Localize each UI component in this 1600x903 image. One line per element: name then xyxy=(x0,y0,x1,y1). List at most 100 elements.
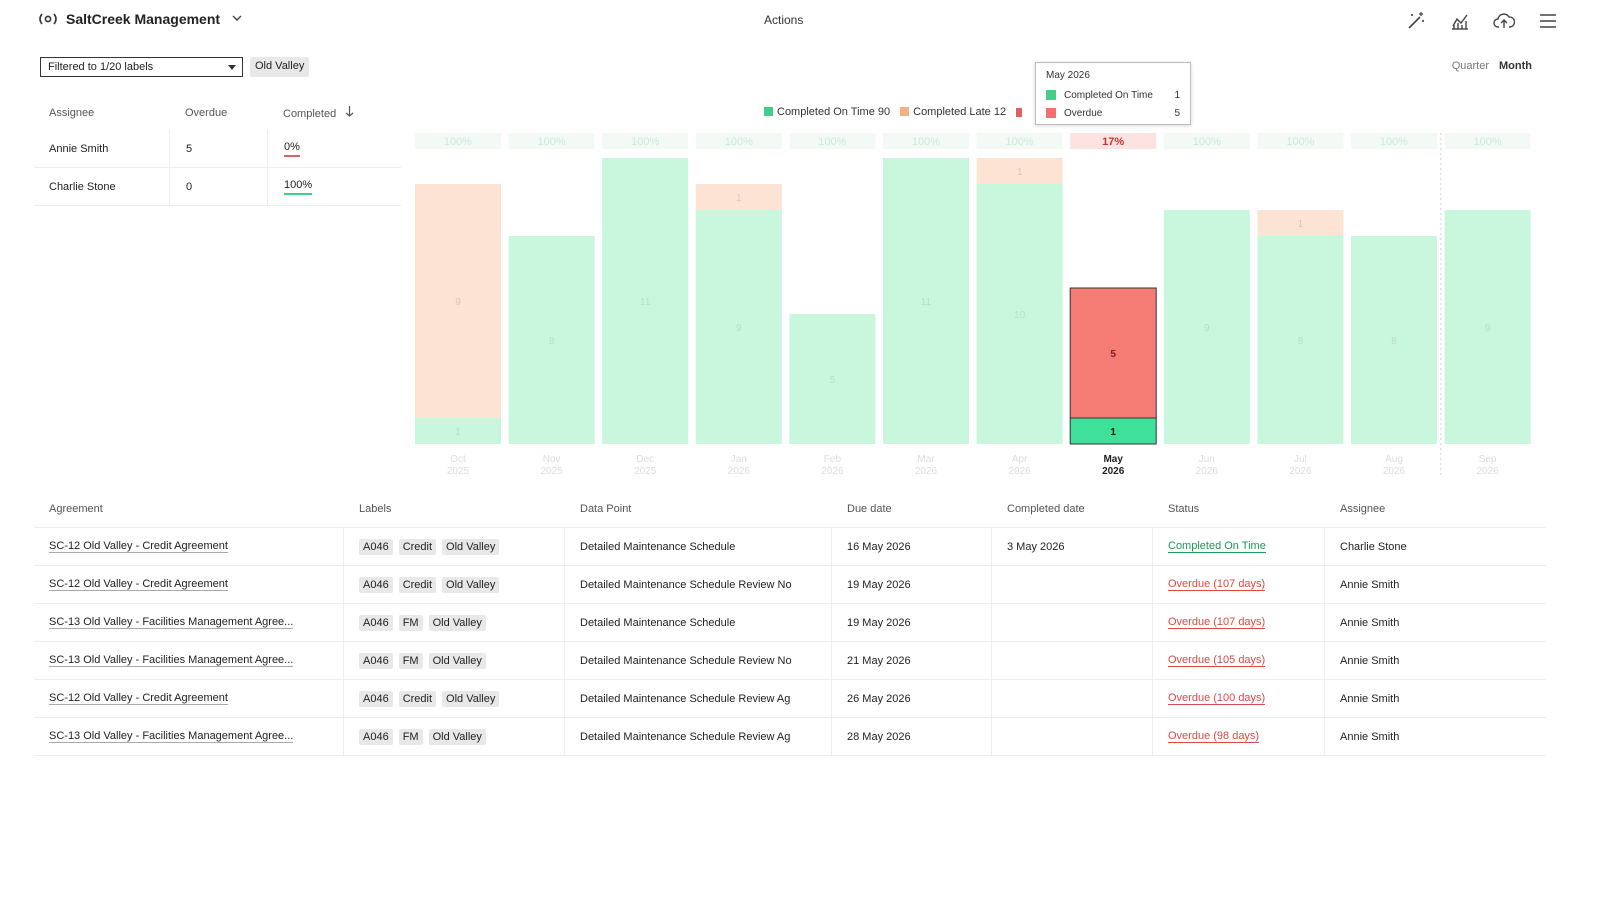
legend-swatch-overdue[interactable] xyxy=(1016,107,1023,117)
period-month-button[interactable]: Month xyxy=(1499,60,1532,72)
status-link[interactable]: Overdue (107 days) xyxy=(1168,578,1266,591)
cloud-upload-icon[interactable] xyxy=(1492,9,1516,33)
percent-label-bg[interactable] xyxy=(415,133,501,149)
bar-late[interactable] xyxy=(976,158,1063,184)
magic-wand-icon[interactable] xyxy=(1404,9,1428,33)
col-completed-header[interactable]: Completed xyxy=(267,106,401,120)
bar-on-time[interactable] xyxy=(415,418,501,444)
agreement-link[interactable]: SC-12 Old Valley - Credit Agreement xyxy=(49,540,228,553)
bar-late[interactable] xyxy=(695,184,782,210)
bar-on-time[interactable] xyxy=(695,210,782,444)
bar-on-time[interactable] xyxy=(1069,417,1157,445)
label-tag[interactable]: A046 xyxy=(359,728,393,745)
table-row[interactable]: SC-13 Old Valley - Facilities Management… xyxy=(34,718,1546,756)
chart-icon[interactable] xyxy=(1448,9,1472,33)
table-row[interactable]: SC-12 Old Valley - Credit Agreement A046 C… xyxy=(34,566,1546,604)
percent-label-bg[interactable] xyxy=(602,133,689,149)
legend-item-on-time[interactable]: Completed On Time 90 xyxy=(764,106,890,118)
percent-label-bg[interactable] xyxy=(976,133,1063,149)
percent-label-bg[interactable] xyxy=(1070,133,1157,149)
label-tag[interactable]: Old Valley xyxy=(442,538,500,555)
agreement-link[interactable]: SC-12 Old Valley - Credit Agreement xyxy=(49,578,228,591)
bar-on-time[interactable] xyxy=(1257,236,1344,444)
bar-on-time[interactable] xyxy=(602,158,689,444)
data-point-cell: Detailed Maintenance Schedule xyxy=(564,528,831,565)
label-tag[interactable]: FM xyxy=(398,728,423,745)
label-tag[interactable]: Credit xyxy=(398,538,437,555)
status-link[interactable]: Overdue (100 days) xyxy=(1168,692,1266,705)
agreement-link[interactable]: SC-13 Old Valley - Facilities Management… xyxy=(49,730,294,743)
status-link[interactable]: Overdue (98 days) xyxy=(1168,730,1260,743)
col-data-point-header[interactable]: Data Point xyxy=(564,490,831,527)
table-row[interactable]: Charlie Stone 0 100% xyxy=(34,168,401,206)
percent-label-bg[interactable] xyxy=(1444,133,1531,149)
percent-label-bg[interactable] xyxy=(883,133,969,149)
percent-label-bg[interactable] xyxy=(1163,133,1250,149)
table-row[interactable]: Annie Smith 5 0% xyxy=(34,130,401,168)
table-row[interactable]: SC-13 Old Valley - Facilities Management… xyxy=(34,604,1546,642)
bar-on-time[interactable] xyxy=(1163,210,1250,444)
bar-late[interactable] xyxy=(415,184,501,418)
bar-on-time[interactable] xyxy=(883,158,969,444)
actions-menu[interactable]: Actions xyxy=(764,13,804,27)
label-tag[interactable]: Old Valley xyxy=(428,614,486,631)
label-tag[interactable]: A046 xyxy=(359,614,393,631)
status-link[interactable]: Completed On Time xyxy=(1168,540,1266,553)
label-tag[interactable]: A046 xyxy=(359,690,393,707)
agreement-link[interactable]: SC-13 Old Valley - Facilities Management… xyxy=(49,654,294,667)
table-row[interactable]: SC-12 Old Valley - Credit Agreement A046 C… xyxy=(34,680,1546,718)
col-completed-date-header[interactable]: Completed date xyxy=(991,490,1152,527)
label-tag[interactable]: A046 xyxy=(359,652,393,669)
label-tag[interactable]: A046 xyxy=(359,576,393,593)
filter-chip-old-valley[interactable]: Old Valley xyxy=(250,57,310,77)
label-filter-select[interactable]: Filtered to 1/20 labels xyxy=(40,57,243,77)
percent-label-bg[interactable] xyxy=(508,133,595,149)
status-link[interactable]: Overdue (105 days) xyxy=(1168,654,1266,667)
label-tag[interactable]: FM xyxy=(398,652,423,669)
agreement-link[interactable]: SC-13 Old Valley - Facilities Management… xyxy=(49,616,294,629)
bar-on-time[interactable] xyxy=(789,314,876,444)
label-tag[interactable]: FM xyxy=(398,614,423,631)
bar-late[interactable] xyxy=(1257,210,1344,236)
label-tag[interactable]: Credit xyxy=(398,690,437,707)
col-assignee-header[interactable]: Assignee xyxy=(1324,490,1546,527)
workspace-switcher[interactable]: SaltCreek Management xyxy=(38,11,242,27)
table-row[interactable]: SC-12 Old Valley - Credit Agreement A046 C… xyxy=(34,528,1546,566)
bar-on-time[interactable] xyxy=(976,184,1063,444)
label-tag[interactable]: Credit xyxy=(398,576,437,593)
label-tag[interactable]: Old Valley xyxy=(428,652,486,669)
label-tag[interactable]: Old Valley xyxy=(442,576,500,593)
completed-percent: 0% xyxy=(284,141,300,157)
percent-label-bg[interactable] xyxy=(789,133,876,149)
legend-item-late[interactable]: Completed Late 12 xyxy=(900,106,1006,118)
bar-on-time[interactable] xyxy=(1444,210,1531,444)
sort-descending-icon[interactable] xyxy=(345,106,354,120)
menu-icon[interactable] xyxy=(1536,9,1560,33)
label-tag[interactable]: Old Valley xyxy=(442,690,500,707)
bar-value-label: 1 xyxy=(455,427,461,438)
bar-on-time[interactable] xyxy=(1351,236,1437,444)
bar-overdue[interactable] xyxy=(1069,287,1157,419)
period-quarter-button[interactable]: Quarter xyxy=(1451,60,1490,72)
tooltip-row-overdue: Overdue 5 xyxy=(1046,104,1180,122)
percent-label-bg[interactable] xyxy=(1257,133,1344,149)
col-agreement-header[interactable]: Agreement xyxy=(49,502,103,515)
agreement-cell: SC-12 Old Valley - Credit Agreement xyxy=(34,566,343,603)
label-tag[interactable]: A046 xyxy=(359,538,393,555)
col-assignee-header[interactable]: Assignee xyxy=(49,107,95,119)
col-due-date-header[interactable]: Due date xyxy=(831,490,991,527)
percent-label-bg[interactable] xyxy=(695,133,782,149)
col-labels-header[interactable]: Labels xyxy=(343,490,564,527)
x-tick-month: Apr xyxy=(1012,454,1028,465)
col-status-header[interactable]: Status xyxy=(1152,490,1324,527)
completed-date-cell xyxy=(991,642,1152,679)
col-overdue-header[interactable]: Overdue xyxy=(185,107,228,119)
label-tag[interactable]: Old Valley xyxy=(428,728,486,745)
table-row[interactable]: SC-13 Old Valley - Facilities Management… xyxy=(34,642,1546,680)
status-link[interactable]: Overdue (107 days) xyxy=(1168,616,1266,629)
percent-label-bg[interactable] xyxy=(1351,133,1437,149)
period-toggle: Quarter Month xyxy=(1452,60,1532,72)
bar-on-time[interactable] xyxy=(508,236,595,444)
percent-label: 100% xyxy=(1380,136,1408,148)
agreement-link[interactable]: SC-12 Old Valley - Credit Agreement xyxy=(49,692,228,705)
